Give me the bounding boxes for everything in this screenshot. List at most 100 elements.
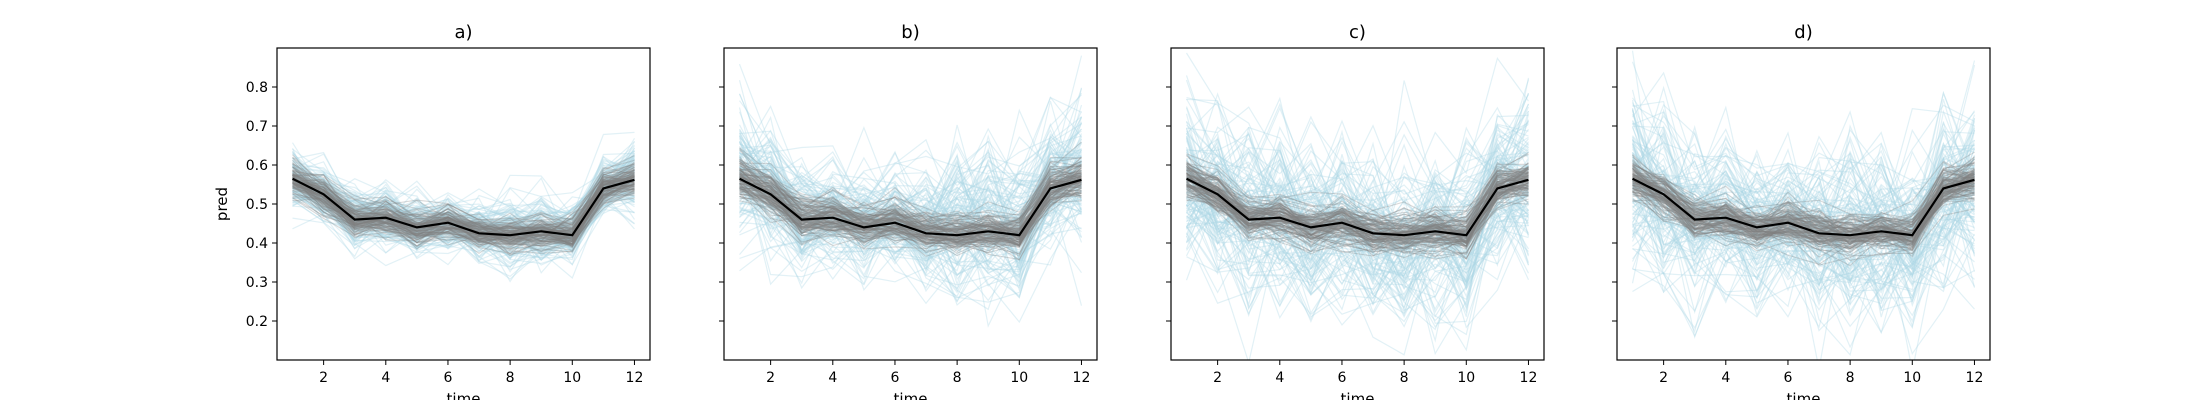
sample-line-gray bbox=[1632, 168, 1975, 240]
sample-line-blue bbox=[292, 160, 635, 257]
sample-line-blue bbox=[1186, 162, 1529, 254]
sample-line-blue bbox=[292, 170, 635, 266]
sample-line-gray bbox=[292, 184, 635, 247]
sample-line-blue bbox=[1632, 148, 1975, 332]
sample-line-gray bbox=[1186, 172, 1529, 248]
sample-line-blue bbox=[1186, 169, 1529, 306]
sample-line-gray bbox=[292, 179, 635, 236]
sample-line-gray bbox=[292, 176, 635, 242]
sample-line-gray bbox=[292, 173, 635, 243]
sample-line-gray bbox=[1186, 195, 1529, 253]
sample-line-gray bbox=[292, 166, 635, 237]
x-tick-label: 8 bbox=[506, 370, 515, 386]
sample-line-blue bbox=[292, 141, 636, 254]
sample-line-blue bbox=[1186, 150, 1529, 259]
sample-line-gray bbox=[739, 165, 1082, 244]
sample-line-blue bbox=[292, 173, 635, 247]
sample-line-gray bbox=[1632, 158, 1975, 234]
sample-line-gray bbox=[1186, 169, 1529, 228]
sample-line-blue bbox=[739, 100, 1083, 247]
sample-line-gray bbox=[1186, 181, 1529, 247]
sample-line-blue bbox=[738, 133, 1082, 247]
sample-line-blue bbox=[292, 186, 635, 242]
sample-line-gray bbox=[1186, 181, 1529, 241]
sample-line-gray bbox=[739, 192, 1082, 247]
sample-line-gray bbox=[1186, 167, 1529, 233]
sample-line-gray bbox=[292, 174, 635, 244]
sample-line-gray bbox=[1186, 152, 1529, 222]
sample-line-blue bbox=[739, 182, 1082, 299]
sample-line-blue bbox=[292, 158, 635, 232]
sample-line-gray bbox=[292, 154, 635, 230]
y-tick-label: 0.7 bbox=[246, 119, 268, 135]
sample-line-blue bbox=[1631, 144, 1975, 273]
sample-line-blue bbox=[739, 183, 1082, 292]
sample-line-blue bbox=[292, 162, 635, 246]
sample-line-blue bbox=[1185, 106, 1530, 291]
sample-line-blue bbox=[292, 190, 635, 247]
sample-line-blue bbox=[739, 179, 1082, 257]
sample-line-blue bbox=[1185, 151, 1529, 322]
sample-line-blue bbox=[1631, 91, 1976, 276]
sample-line-blue bbox=[1186, 57, 1529, 234]
sample-line-blue bbox=[738, 105, 1082, 225]
sample-line-gray bbox=[1632, 154, 1975, 234]
sample-line-blue bbox=[1185, 123, 1529, 269]
sample-line-blue bbox=[1185, 137, 1529, 241]
panel-title: c) bbox=[1349, 22, 1366, 43]
sample-line-blue bbox=[1185, 173, 1530, 291]
sample-line-blue bbox=[292, 152, 635, 245]
sample-line-gray bbox=[1632, 189, 1975, 249]
sample-line-gray bbox=[739, 174, 1082, 243]
sample-line-blue bbox=[738, 135, 1082, 277]
sample-line-blue bbox=[739, 150, 1082, 234]
sample-line-blue bbox=[1186, 120, 1529, 263]
sample-line-gray bbox=[292, 183, 635, 245]
sample-line-blue bbox=[292, 149, 635, 248]
sample-line-gray bbox=[739, 160, 1082, 227]
sample-line-blue bbox=[1632, 182, 1975, 268]
sample-line-blue bbox=[739, 88, 1083, 242]
x-tick-label: 8 bbox=[1846, 370, 1855, 386]
sample-line-gray bbox=[739, 176, 1082, 232]
sample-line-gray bbox=[292, 172, 635, 249]
sample-line-blue bbox=[739, 191, 1082, 268]
sample-line-blue bbox=[739, 167, 1082, 246]
sample-line-blue bbox=[1631, 168, 1975, 304]
sample-line-blue bbox=[738, 150, 1082, 257]
sample-line-blue bbox=[1631, 113, 1975, 252]
sample-line-blue bbox=[1632, 99, 1976, 277]
sample-line-gray bbox=[292, 177, 635, 232]
sample-line-gray bbox=[1632, 170, 1975, 251]
sample-line-blue bbox=[292, 172, 635, 255]
sample-line-blue bbox=[1632, 104, 1975, 225]
sample-line-gray bbox=[292, 172, 635, 241]
sample-line-blue bbox=[739, 149, 1082, 233]
sample-line-blue bbox=[1632, 155, 1976, 280]
sample-line-blue bbox=[738, 63, 1082, 203]
panel-a: 2 4 6 8 10 12 0.2 0.3 0.4 0.5 0.6 0.7 0.8 a) time pred bbox=[213, 22, 651, 400]
sample-line-blue bbox=[1632, 105, 1975, 285]
sample-line-gray bbox=[739, 172, 1082, 243]
x-axis-label: time bbox=[894, 390, 928, 400]
sample-line-gray bbox=[739, 160, 1082, 239]
sample-line-blue bbox=[739, 155, 1082, 242]
sample-line-gray bbox=[1632, 162, 1975, 233]
sample-line-blue bbox=[1632, 152, 1975, 256]
sample-line-blue bbox=[1632, 209, 1975, 293]
sample-line-gray bbox=[292, 179, 635, 243]
sample-line-gray bbox=[292, 170, 635, 238]
sample-line-gray bbox=[1186, 171, 1529, 236]
mean-line bbox=[1186, 177, 1529, 237]
sample-line-blue bbox=[1185, 131, 1530, 314]
sample-line-gray bbox=[1186, 167, 1529, 234]
sample-line-gray bbox=[1186, 181, 1529, 257]
sample-line-gray bbox=[1186, 191, 1529, 255]
sample-line-gray bbox=[1632, 151, 1975, 232]
sample-line-blue bbox=[292, 171, 635, 260]
sample-line-blue bbox=[1185, 75, 1529, 245]
sample-line-blue bbox=[1632, 127, 1976, 314]
sample-line-gray bbox=[1186, 162, 1529, 242]
sample-line-blue bbox=[1186, 126, 1529, 302]
sample-line-blue bbox=[739, 162, 1083, 277]
